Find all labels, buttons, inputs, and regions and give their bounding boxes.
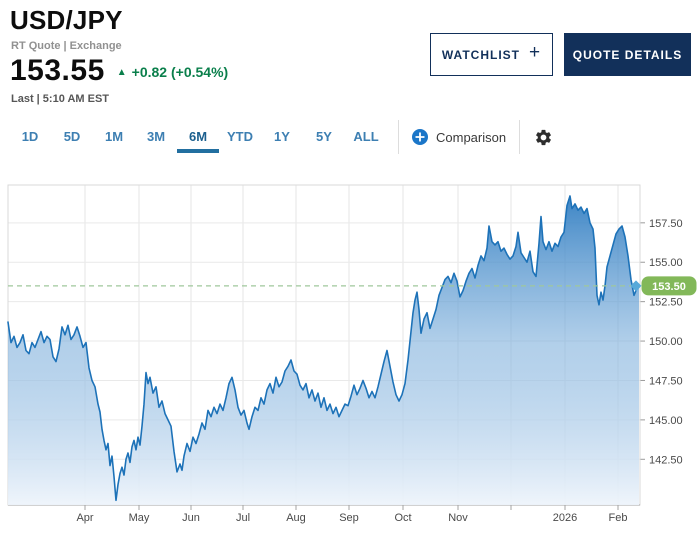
up-arrow-icon: ▲ <box>116 66 127 78</box>
watchlist-button[interactable]: WATCHLIST + <box>430 33 553 76</box>
price-area <box>8 196 639 505</box>
last-updated-label: Last | 5:10 AM EST <box>11 93 110 105</box>
x-axis-label: Jun <box>182 512 200 524</box>
price-change: ▲ +0.82 (+0.54%) <box>117 64 228 80</box>
comparison-label: Comparison <box>436 129 507 145</box>
x-axis-label: May <box>129 512 150 524</box>
toolbar-divider <box>398 120 399 154</box>
tab-1d[interactable]: 1D <box>21 128 39 144</box>
action-buttons: WATCHLIST + QUOTE DETAILS <box>430 33 691 76</box>
tab-1m[interactable]: 1M <box>104 128 124 144</box>
chart-toolbar: 1D 5D 1M 3M 6M YTD 1Y 5Y ALL Comparison <box>9 120 555 154</box>
x-axis-label: Nov <box>448 512 468 524</box>
tab-6m[interactable]: 6M <box>177 122 219 153</box>
tab-ytd[interactable]: YTD <box>227 128 253 144</box>
tab-1y[interactable]: 1Y <box>274 128 290 144</box>
y-axis-label: 142.50 <box>649 454 683 466</box>
chart-area: 142.50 145.00 147.50 150.00 152.50 155.00 157.… <box>0 170 699 540</box>
tab-3m[interactable]: 3M <box>146 128 166 144</box>
quote-details-button-label: QUOTE DETAILS <box>572 47 683 62</box>
chart-settings-button[interactable] <box>532 126 555 149</box>
tab-all[interactable]: ALL <box>353 128 379 144</box>
watchlist-button-label: WATCHLIST <box>441 47 520 62</box>
x-axis-label: Jul <box>236 512 250 524</box>
price-chart-svg[interactable]: 142.50 145.00 147.50 150.00 152.50 155.00 157.… <box>0 170 699 540</box>
last-price-marker <box>630 280 642 292</box>
plus-circle-icon <box>412 129 428 145</box>
x-axis-label: Feb <box>609 512 628 524</box>
x-axis-label: Oct <box>394 512 411 524</box>
y-axis-label: 155.00 <box>649 257 683 269</box>
page-title: USD/JPY <box>10 5 123 35</box>
x-axis-label: Aug <box>286 512 306 524</box>
price-change-text: +0.82 (+0.54%) <box>131 64 229 80</box>
last-price: 153.55 <box>10 54 105 87</box>
gear-icon <box>536 129 551 145</box>
price-line <box>7 195 640 502</box>
plus-icon: + <box>529 42 542 63</box>
tab-5y[interactable]: 5Y <box>316 128 332 144</box>
y-axis-label: 145.00 <box>649 415 683 427</box>
x-axis-label: 2026 <box>553 512 577 524</box>
quote-type-label: RT Quote | Exchange <box>11 40 122 52</box>
last-price-badge-label: 153.50 <box>652 281 686 293</box>
quote-details-button[interactable]: QUOTE DETAILS <box>564 33 691 76</box>
y-axis-label: 147.50 <box>649 375 683 387</box>
y-axis-label: 157.50 <box>649 218 683 230</box>
y-axis-label: 152.50 <box>649 297 683 309</box>
price-row: 153.55 ▲ +0.82 (+0.54%) <box>10 55 228 87</box>
y-axis-label: 150.00 <box>649 336 683 348</box>
tab-5d[interactable]: 5D <box>63 128 81 144</box>
x-axis-label: Sep <box>339 512 359 524</box>
comparison-button[interactable]: Comparison <box>410 125 508 149</box>
toolbar-divider <box>519 120 521 154</box>
x-axis-label: Apr <box>76 512 93 524</box>
last-price-badge <box>641 276 697 296</box>
